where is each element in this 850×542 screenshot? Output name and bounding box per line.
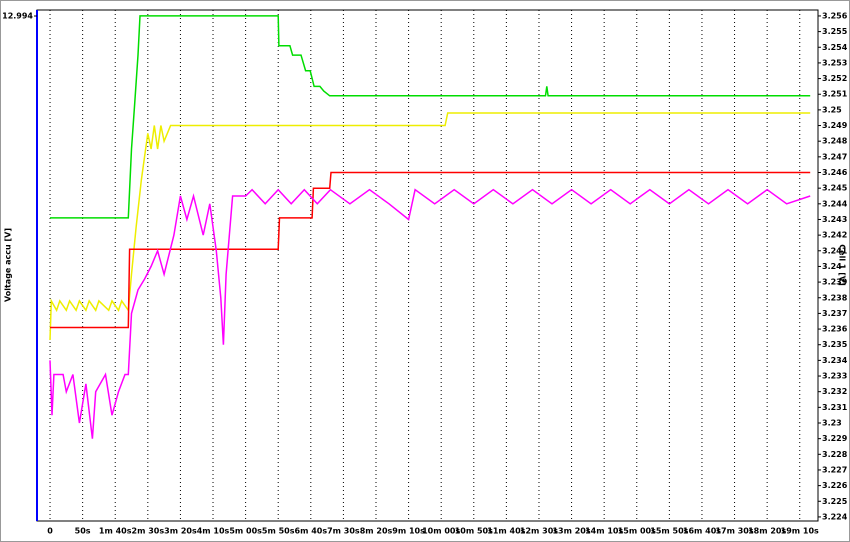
x-tick-label: 50s (75, 527, 91, 536)
x-tick-label: 15m 50s (650, 527, 688, 536)
plot-area (36, 9, 819, 522)
y-tick-label: 3.245 (822, 184, 848, 193)
x-tick-label: 4m 10s (197, 527, 230, 536)
y-tick-label: 3.254 (822, 43, 848, 52)
x-tick-label: 11m 40s (487, 527, 525, 536)
y-tick-label: 3.233 (822, 372, 847, 381)
y-tick-label: 3.24 (822, 262, 842, 271)
y-tick-label: 3.244 (822, 199, 848, 208)
y2-axis-title: Voltage accu [V] (4, 228, 13, 302)
y-tick-label: 3.248 (822, 137, 848, 146)
y-tick-label: 3.225 (822, 497, 848, 506)
y2-tick-label: 12.994 (2, 12, 33, 21)
y-tick-label: 3.231 (822, 403, 848, 412)
y-tick-label: 3.239 (822, 278, 848, 287)
x-tick-label: 0 (47, 527, 53, 536)
series-line (50, 15, 811, 219)
x-tick-label: 6m 40s (295, 527, 328, 536)
y-tick-label: 3.23 (822, 418, 842, 427)
y-tick-label: 3.246 (822, 168, 848, 177)
y-axis-title: Cell 1 [V] (838, 244, 847, 285)
x-tick-label: 2m 30s (132, 527, 165, 536)
y-tick-label: 3.256 (822, 11, 848, 20)
y-tick-label: 3.252 (822, 74, 847, 83)
x-tick-label: 12m 30s (520, 527, 558, 536)
x-tick-label: 9m 10s (392, 527, 425, 536)
y-tick-label: 3.234 (822, 356, 848, 365)
x-tick-label: 5m 00s (229, 527, 262, 536)
y-tick-label: 3.241 (822, 246, 848, 255)
x-tick-label: 10m 00s (422, 527, 460, 536)
x-tick-label: 8m 20s (360, 527, 393, 536)
series-line (50, 171, 811, 329)
y-tick-label: 3.251 (822, 90, 848, 99)
y-tick-label: 3.229 (822, 434, 848, 443)
x-tick-label: 7m 30s (327, 527, 360, 536)
y-tick-label: 3.235 (822, 340, 848, 349)
y-tick-label: 3.226 (822, 481, 848, 490)
grid (34, 10, 821, 521)
y-tick-label: 3.237 (822, 309, 847, 318)
x-tick-label: 3m 20s (164, 527, 197, 536)
y-tick-label: 3.232 (822, 387, 847, 396)
x-tick-label: 1m 40s (99, 527, 132, 536)
y-tick-label: 3.228 (822, 450, 848, 459)
labels: 0 50s 1m 40s 2m 30s 3m 20s 4m 10s 5m 00s 5m 50s… (2, 11, 848, 535)
y-tick-label: 3.25 (822, 105, 842, 114)
series-line (49, 188, 811, 439)
y-tick-label: 3.227 (822, 465, 847, 474)
x-tick-label: 17m 30s (715, 527, 753, 536)
x-tick-label: 19m 10s (781, 527, 819, 536)
x-tick-label: 5m 50s (262, 527, 295, 536)
y-tick-label: 3.224 (822, 512, 848, 521)
x-tick-label: 10m 50s (455, 527, 493, 536)
x-tick-label: 18m 20s (748, 527, 786, 536)
y-tick-label: 3.255 (822, 27, 848, 36)
x-tick-label: 14m 10s (585, 527, 623, 536)
y-tick-label: 3.247 (822, 152, 847, 161)
x-tick-label: 16m 40s (683, 527, 721, 536)
lines (49, 15, 811, 439)
series-line (49, 112, 811, 341)
y-tick-label: 3.242 (822, 231, 847, 240)
x-tick-label: 13m 20s (552, 527, 590, 536)
y-tick-label: 3.238 (822, 293, 848, 302)
y-tick-label: 3.249 (822, 121, 848, 130)
x-tick-label: 15m 00s (618, 527, 656, 536)
y-tick-label: 3.243 (822, 215, 847, 224)
y-tick-label: 3.236 (822, 325, 848, 334)
y-tick-label: 3.253 (822, 58, 847, 67)
